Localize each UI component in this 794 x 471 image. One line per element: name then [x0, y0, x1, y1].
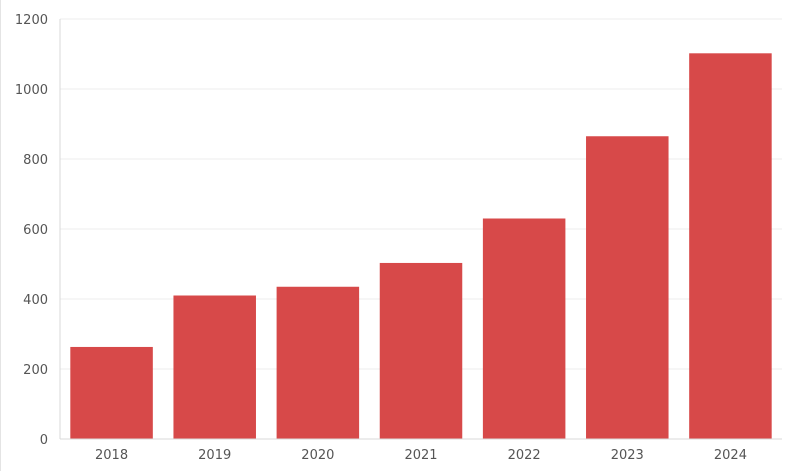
y-tick-label: 1200 — [15, 13, 48, 28]
x-tick-label: 2023 — [611, 448, 644, 463]
x-tick-label: 2024 — [714, 448, 747, 463]
x-tick-label: 2020 — [301, 448, 334, 463]
y-tick-label: 0 — [40, 433, 48, 448]
y-tick-label: 400 — [23, 293, 48, 308]
bar-2018[interactable] — [70, 346, 153, 439]
bar-2020[interactable] — [276, 286, 360, 439]
y-tick-label: 1000 — [15, 83, 48, 98]
x-tick-label: 2018 — [95, 448, 128, 463]
x-tick-label: 2022 — [508, 448, 541, 463]
y-tick-label: 800 — [23, 153, 48, 168]
y-tick-label: 200 — [23, 363, 48, 378]
tick-labels: 0 200 400 600 800 1000 1200 2018 2019 2020 2021 202… — [15, 13, 747, 463]
x-tick-label: 2019 — [198, 448, 231, 463]
bar-2024[interactable] — [689, 53, 772, 440]
y-tick-label: 600 — [23, 223, 48, 238]
bar-2022[interactable] — [482, 218, 566, 440]
axes — [59, 19, 782, 440]
bars — [70, 53, 772, 440]
x-tick-label: 2021 — [404, 448, 437, 463]
bar-2019[interactable] — [173, 295, 256, 440]
bar-2023[interactable] — [586, 136, 669, 439]
bar-2021[interactable] — [379, 262, 463, 439]
